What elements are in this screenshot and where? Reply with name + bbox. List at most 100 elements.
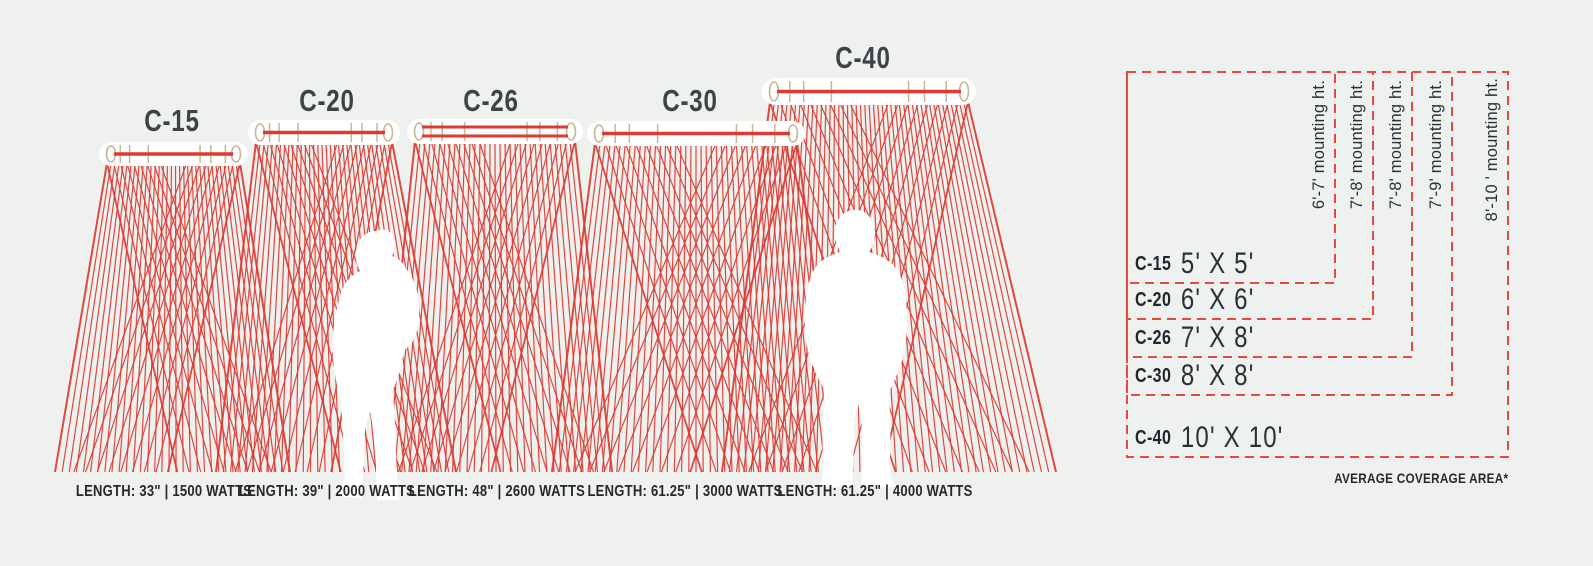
heat-ray xyxy=(313,141,319,473)
heat-ray xyxy=(634,142,760,473)
heat-ray xyxy=(270,141,359,473)
heat-ray xyxy=(191,162,206,473)
heat-ray xyxy=(766,142,798,473)
coverage-row-area: 6' X 6' xyxy=(1180,283,1255,316)
spec-label-c30: LENGTH: 61.25" | 3000 WATTS xyxy=(587,483,783,500)
heat-ray xyxy=(82,162,124,473)
heat-ray xyxy=(745,142,769,473)
mounting-label-c40: 8'-10 ' mounting ht. xyxy=(1483,78,1501,222)
heat-ray xyxy=(715,142,726,473)
coverage-row-model: C-15 xyxy=(1135,252,1172,275)
heat-ray xyxy=(199,162,220,473)
heat-ray xyxy=(131,162,221,473)
person-silhouette-small xyxy=(332,229,420,501)
heat-ray xyxy=(61,162,112,473)
heat-ray xyxy=(632,142,758,473)
heat-ray xyxy=(490,140,576,473)
heat-ray xyxy=(430,140,525,473)
heat-ray xyxy=(187,162,199,473)
heat-ray xyxy=(609,142,636,473)
heat-ray xyxy=(125,162,148,473)
heat-ray xyxy=(126,162,214,473)
heat-ray xyxy=(90,162,128,473)
heat-ray xyxy=(779,101,806,473)
heat-ray xyxy=(308,141,312,473)
heat-ray xyxy=(594,142,703,473)
heat-ray xyxy=(928,101,992,473)
heat-ray xyxy=(455,140,552,473)
heat-ray xyxy=(655,142,789,473)
coverage-footnote: AVERAGE COVERAGE AREA* xyxy=(1333,470,1508,486)
heat-ray xyxy=(422,140,446,473)
heat-ray xyxy=(601,142,631,473)
heat-ray xyxy=(756,142,783,473)
mounting-label-c26: 7'-8' mounting ht. xyxy=(1387,80,1405,210)
heat-ray xyxy=(950,101,1028,473)
heat-ray xyxy=(617,142,748,473)
heat-ray xyxy=(222,141,261,473)
heat-ray xyxy=(725,142,740,473)
heat-ray xyxy=(470,140,583,473)
heat-ray xyxy=(564,140,599,473)
heat-ray xyxy=(182,162,191,473)
heat-ray xyxy=(772,101,801,473)
heat-ray xyxy=(551,142,596,473)
heat-ray xyxy=(119,162,202,473)
heat-ray xyxy=(409,140,520,473)
heat-ray xyxy=(231,162,277,473)
heat-ray xyxy=(96,162,201,473)
heat-ray xyxy=(675,142,788,473)
heat-ray xyxy=(623,142,647,473)
heat-ray xyxy=(266,141,286,473)
heat-ray xyxy=(588,142,727,473)
heat-ray xyxy=(139,162,237,473)
coverage-row-c20: C-20 6' X 6' xyxy=(1135,283,1255,317)
heat-ray xyxy=(432,140,536,473)
heat-ray xyxy=(573,142,611,473)
heat-ray xyxy=(675,142,818,473)
heat-ray xyxy=(889,101,926,473)
heat-ray xyxy=(681,142,687,473)
heat-ray xyxy=(958,101,1043,473)
coverage-row-c15: C-15 5' X 5' xyxy=(1135,247,1255,281)
heat-ray xyxy=(255,141,342,473)
coverage-rect xyxy=(1126,71,1509,458)
heat-ray xyxy=(757,101,793,473)
heat-ray xyxy=(280,141,294,473)
heat-ray xyxy=(73,162,188,473)
heat-ray xyxy=(688,142,692,473)
heat-ray xyxy=(937,101,1006,473)
coverage-row-model: C-40 xyxy=(1135,426,1172,449)
end-hook xyxy=(413,122,425,141)
heat-ray xyxy=(721,101,771,473)
coverage-row-model: C-30 xyxy=(1135,364,1172,387)
heat-ray xyxy=(614,142,732,473)
heat-ray xyxy=(104,162,136,473)
heat-ray xyxy=(954,101,1035,473)
heat-ray xyxy=(454,140,560,473)
coverage-row-area: 7' X 8' xyxy=(1180,321,1255,354)
heat-ray xyxy=(652,142,667,473)
heat-ray xyxy=(273,141,290,473)
heater-label-c20: C-20 xyxy=(299,83,355,118)
coverage-row-model: C-26 xyxy=(1135,326,1172,349)
heat-ray xyxy=(246,141,345,473)
heat-ray xyxy=(848,101,1030,473)
heat-ray xyxy=(166,162,241,473)
heat-ray xyxy=(479,140,568,473)
heat-ray xyxy=(239,162,291,473)
heat-ray xyxy=(529,140,548,473)
heat-ray xyxy=(421,140,528,473)
heat-ray xyxy=(750,101,788,473)
people-group xyxy=(332,210,907,501)
mounting-label-c30: 7'-9' mounting ht. xyxy=(1427,80,1445,210)
heat-ray xyxy=(666,142,677,473)
heat-ray xyxy=(444,140,461,473)
heat-ray xyxy=(462,140,571,473)
heat-ray xyxy=(534,140,555,473)
heat-ray xyxy=(554,140,584,473)
heat-ray xyxy=(219,162,255,473)
heat-ray xyxy=(146,162,160,473)
heat-ray xyxy=(494,140,497,473)
heat-ray xyxy=(54,162,108,473)
